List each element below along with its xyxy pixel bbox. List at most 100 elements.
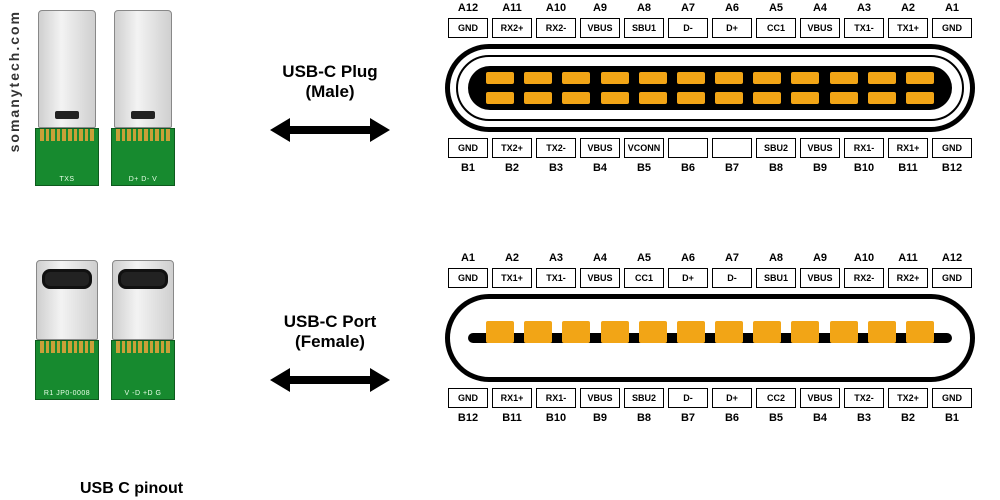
pin-number: B6: [712, 412, 752, 424]
contact-pad: [868, 72, 896, 84]
pin-number: B8: [756, 162, 796, 174]
pin-signal: GND: [448, 18, 488, 38]
port-title: USB-C Port (Female): [240, 312, 420, 353]
pin-number: A11: [492, 2, 532, 14]
contact-pad: [753, 92, 781, 104]
pin-signal: D+: [712, 388, 752, 408]
pin-number: A2: [888, 2, 928, 14]
pin-number: A10: [536, 2, 576, 14]
port-back: V -D +D G: [112, 260, 174, 400]
contact-pad: [677, 72, 705, 84]
pin-number: A9: [580, 2, 620, 14]
plug-bottom-sigs: GNDTX2+TX2-VBUSVCONNSBU2VBUSRX1-RX1+GND: [448, 138, 972, 158]
contact-pad: [791, 92, 819, 104]
pin-number: A4: [800, 2, 840, 14]
section-port: R1 JP0-0008 V -D +D G USB-C Port (Female…: [0, 250, 1000, 490]
pin-number: A12: [932, 252, 972, 264]
pin-number: B10: [536, 412, 576, 424]
pin-signal: TX1-: [536, 268, 576, 288]
pin-signal: SBU1: [624, 18, 664, 38]
contact-pad: [791, 72, 819, 84]
pin-signal: CC1: [756, 18, 796, 38]
pin-signal: GND: [448, 268, 488, 288]
pin-number: A6: [668, 252, 708, 264]
contact-pad: [753, 321, 781, 343]
pin-number: B9: [580, 412, 620, 424]
pin-signal: D+: [668, 268, 708, 288]
port-top-nums: A1A2A3A4A5A6A7A8A9A10A11A12: [448, 252, 972, 264]
contact-pad: [830, 321, 858, 343]
pin-signal: RX1-: [844, 138, 884, 158]
contact-pad: [562, 321, 590, 343]
contact-pad: [830, 92, 858, 104]
pin-signal: GND: [932, 138, 972, 158]
pin-number: A8: [756, 252, 796, 264]
contact-pad: [639, 321, 667, 343]
plug-top-nums: A12A11A10A9A8A7A6A5A4A3A2A1: [448, 2, 972, 14]
pin-signal: CC1: [624, 268, 664, 288]
pin-number: B3: [536, 162, 576, 174]
double-arrow-icon: [270, 368, 390, 392]
contact-pad: [524, 92, 552, 104]
pin-number: A11: [888, 252, 928, 264]
contact-pad: [715, 321, 743, 343]
pin-signal: VBUS: [580, 138, 620, 158]
pin-number: B1: [448, 162, 488, 174]
contact-pad: [906, 72, 934, 84]
contact-pad: [906, 321, 934, 343]
pin-signal: GND: [448, 138, 488, 158]
contact-pad: [486, 321, 514, 343]
pin-number: A5: [624, 252, 664, 264]
contact-pad: [868, 92, 896, 104]
pin-signal: SBU2: [756, 138, 796, 158]
pin-signal: [668, 138, 708, 158]
port-photos: R1 JP0-0008 V -D +D G: [36, 260, 174, 400]
plug-bottom-nums: B1B2B3B4B5B6B7B8B9B10B11B12: [448, 162, 972, 174]
pin-signal: TX1+: [492, 268, 532, 288]
contact-pad: [524, 321, 552, 343]
pin-number: B1: [932, 412, 972, 424]
pin-number: B2: [888, 412, 928, 424]
pin-number: B4: [800, 412, 840, 424]
pin-signal: VBUS: [800, 18, 840, 38]
pin-signal: [712, 138, 752, 158]
pin-number: B2: [492, 162, 532, 174]
pin-signal: RX2-: [844, 268, 884, 288]
contact-pad: [601, 92, 629, 104]
pin-signal: D+: [712, 18, 752, 38]
port-bottom-nums: B12B11B10B9B8B7B6B5B4B3B2B1: [448, 412, 972, 424]
pin-number: A6: [712, 2, 752, 14]
pin-number: B8: [624, 412, 664, 424]
plug-photos: TXS D+ D- V: [36, 10, 174, 186]
pin-number: B3: [844, 412, 884, 424]
plug-pinout: A12A11A10A9A8A7A6A5A4A3A2A1 GNDRX2+RX2-V…: [440, 0, 980, 240]
pin-number: B5: [756, 412, 796, 424]
contact-pad: [677, 321, 705, 343]
pin-signal: VBUS: [800, 268, 840, 288]
pin-number: A4: [580, 252, 620, 264]
contact-pad: [715, 92, 743, 104]
contact-pad: [601, 72, 629, 84]
pin-number: B12: [932, 162, 972, 174]
contact-pad: [562, 72, 590, 84]
pin-signal: VBUS: [580, 388, 620, 408]
port-connector-diagram: [445, 294, 975, 382]
contact-pad: [639, 72, 667, 84]
pin-signal: TX2-: [844, 388, 884, 408]
pin-signal: TX1+: [888, 18, 928, 38]
pin-number: A5: [756, 2, 796, 14]
pin-signal: D-: [712, 268, 752, 288]
pin-number: A12: [448, 2, 488, 14]
pin-number: A2: [492, 252, 532, 264]
pin-number: A8: [624, 2, 664, 14]
contact-pad: [524, 72, 552, 84]
pin-signal: GND: [932, 18, 972, 38]
pin-number: A3: [536, 252, 576, 264]
pin-signal: SBU1: [756, 268, 796, 288]
pin-number: A1: [448, 252, 488, 264]
plug-top-sigs: GNDRX2+RX2-VBUSSBU1D-D+CC1VBUSTX1-TX1+GN…: [448, 18, 972, 38]
pin-number: B6: [668, 162, 708, 174]
port-bottom-sigs: GNDRX1+RX1-VBUSSBU2D-D+CC2VBUSTX2-TX2+GN…: [448, 388, 972, 408]
pin-signal: CC2: [756, 388, 796, 408]
plug-title: USB-C Plug (Male): [240, 62, 420, 103]
